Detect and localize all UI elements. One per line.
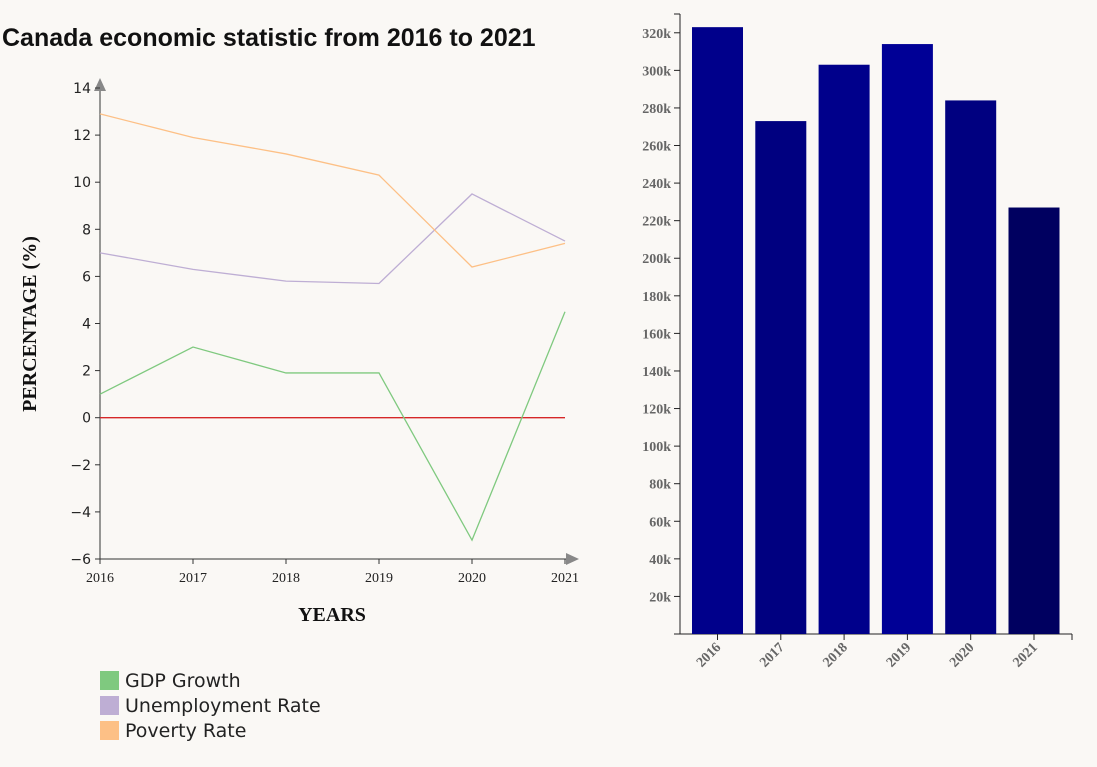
- bar-y-tick-label: 20k: [649, 590, 671, 605]
- y-tick-label: −2: [70, 458, 91, 474]
- y-tick-label: 6: [82, 269, 91, 285]
- bar-x-tick-label: 2018: [821, 640, 851, 670]
- legend-item: Unemployment Rate: [100, 693, 321, 718]
- legend-swatch: [100, 696, 119, 715]
- bar-y-tick-label: 220k: [642, 215, 671, 230]
- y-tick-label: 2: [82, 364, 91, 380]
- bar-x-tick-label: 2020: [947, 640, 977, 670]
- legend-swatch: [100, 721, 119, 740]
- bar-y-tick-label: 280k: [642, 102, 671, 117]
- series-line-poverty-rate: [99, 113, 566, 268]
- x-tick-label: 2016: [86, 571, 114, 586]
- bar-y-tick-label: 100k: [642, 440, 671, 455]
- bar-2018: [818, 64, 870, 634]
- legend-item: GDP Growth: [100, 668, 321, 693]
- bar-x-tick-label: 2016: [694, 640, 724, 670]
- bar-y-tick-label: 240k: [642, 177, 671, 192]
- y-tick-label: −4: [70, 505, 91, 521]
- x-tick-label: 2018: [272, 571, 300, 586]
- series-line-unemployment-rate: [99, 193, 566, 285]
- bar-x-tick-label: 2021: [1010, 640, 1040, 670]
- bar-y-tick-label: 320k: [642, 27, 671, 42]
- x-tick-label: 2020: [458, 571, 486, 586]
- legend-label: Unemployment Rate: [125, 694, 321, 717]
- legend-label: GDP Growth: [125, 669, 241, 692]
- x-axis-title: YEARS: [298, 604, 366, 626]
- legend-label: Poverty Rate: [125, 719, 247, 742]
- legend-item: Poverty Rate: [100, 718, 321, 743]
- legend-swatch: [100, 671, 119, 690]
- series-line-gdp-growth: [99, 311, 566, 542]
- bar-y-tick-label: 180k: [642, 290, 671, 305]
- bar-2017: [755, 121, 807, 634]
- line-chart: PERCENTAGE (%) YEARS −6 −4 −2 0 2 4 6 8 10 12 14 20…: [19, 78, 579, 626]
- bar-y-tick-label: 200k: [642, 252, 671, 267]
- bar-y-tick-label: 80k: [649, 478, 671, 493]
- bar-chart: 20k 40k 60k 80k 100k 120k 140k 160k 180k 200k 220k…: [642, 13, 1073, 671]
- y-tick-label: 0: [82, 411, 91, 427]
- bar-y-tick-label: 60k: [649, 515, 671, 530]
- y-tick-label: −6: [70, 552, 91, 568]
- bar-2021: [1008, 207, 1060, 635]
- bar-y-tick-label: 120k: [642, 403, 671, 418]
- bar-2020: [945, 100, 997, 634]
- bar-y-tick-label: 300k: [642, 64, 671, 79]
- bar-y-tick-label: 160k: [642, 327, 671, 342]
- y-tick-label: 4: [82, 317, 91, 333]
- bar-x-tick-label: 2017: [757, 640, 787, 670]
- y-tick-label: 8: [82, 222, 91, 238]
- x-tick-label: 2019: [365, 571, 393, 586]
- bar-y-tick-label: 140k: [642, 365, 671, 380]
- y-tick-label: 14: [73, 81, 91, 97]
- page-title: Canada economic statistic from 2016 to 2…: [2, 24, 536, 52]
- x-tick-label: 2021: [551, 571, 579, 586]
- y-tick-label: 10: [73, 175, 91, 191]
- y-tick-label: 12: [73, 128, 91, 144]
- legend: GDP Growth Unemployment Rate Poverty Rate: [100, 668, 321, 743]
- bar-y-tick-label: 40k: [649, 553, 671, 568]
- bar-2016: [692, 27, 743, 635]
- bar-y-tick-label: 260k: [642, 140, 671, 155]
- x-tick-label: 2017: [179, 571, 207, 586]
- bar-x-tick-label: 2019: [884, 640, 914, 670]
- y-axis-title: PERCENTAGE (%): [19, 236, 41, 412]
- x-axis-arrow-icon: [566, 553, 579, 565]
- bar-2019: [881, 44, 933, 634]
